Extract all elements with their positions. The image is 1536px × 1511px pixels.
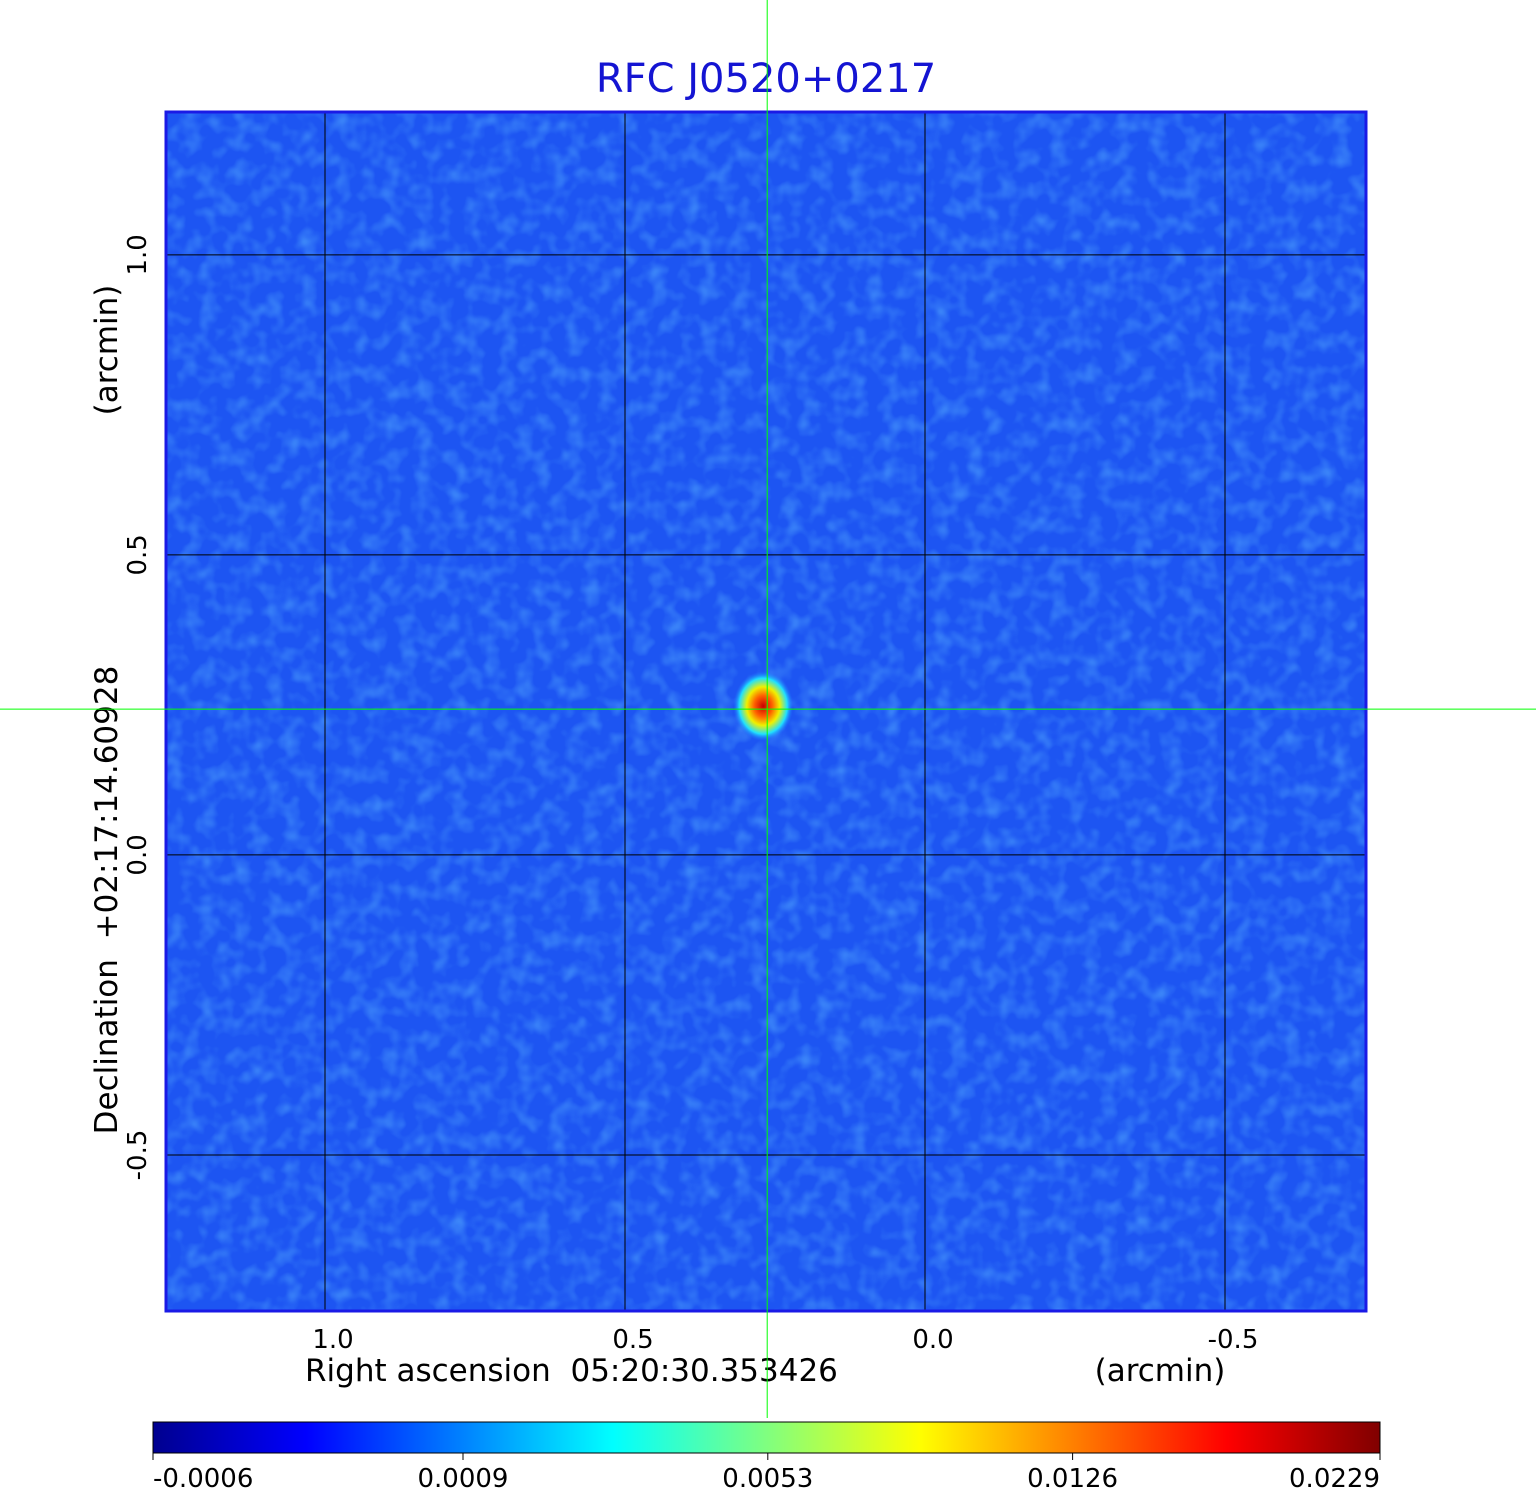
y-tick-label: -0.5: [123, 1130, 153, 1181]
y-tick-label: 1.0: [123, 234, 153, 275]
y-tick-label: 0.5: [123, 534, 153, 575]
x-axis-unit: (arcmin): [1095, 1353, 1226, 1389]
y-axis-label: Declination +02:17:14.60928: [89, 666, 125, 1135]
colorbar-tick-label: 0.0126: [1027, 1464, 1118, 1494]
x-tick-label: 0.5: [612, 1325, 653, 1355]
chart-title: RFC J0520+0217: [596, 56, 936, 102]
plot: [166, 112, 1366, 1311]
colorbar: [152, 1421, 1381, 1454]
colorbar-tick-label: 0.0229: [1289, 1464, 1380, 1494]
colorbar-tick-label: 0.0009: [418, 1464, 509, 1494]
source: [733, 671, 794, 742]
colorbar-tick-label: 0.0053: [722, 1464, 813, 1494]
x-tick-label: -0.5: [1208, 1325, 1259, 1355]
y-axis-unit: (arcmin): [89, 285, 125, 416]
y-tick-label: 0.0: [123, 834, 153, 875]
colorbar-tick-label: -0.0006: [153, 1464, 253, 1494]
x-tick-label: 1.0: [312, 1325, 353, 1355]
x-tick-label: 0.0: [912, 1325, 953, 1355]
x-axis-label: Right ascension 05:20:30.353426: [305, 1353, 838, 1389]
frame: [164, 110, 1368, 1313]
